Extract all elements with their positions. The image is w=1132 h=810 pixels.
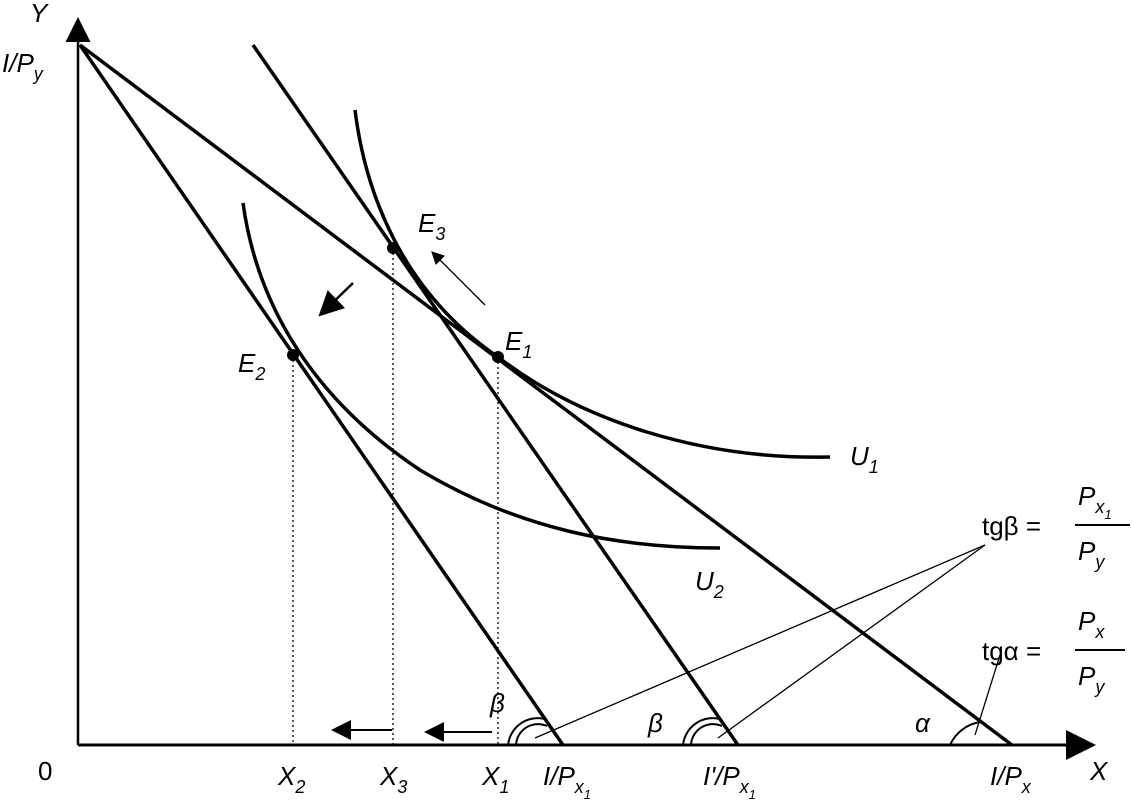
angle-label: β bbox=[647, 708, 663, 738]
formula: tgα = bbox=[982, 636, 1041, 666]
intercept-label-subsub: 1 bbox=[584, 787, 591, 802]
arrows bbox=[318, 251, 1130, 746]
formula: tgβ = bbox=[982, 511, 1041, 541]
quantity-label-sub: 2 bbox=[294, 777, 305, 797]
intercept-label-main: I/P bbox=[2, 48, 34, 78]
intercept-label: I/Px1 bbox=[543, 761, 591, 802]
point-label-main: E bbox=[505, 326, 523, 356]
formula-numerator-main: P bbox=[1078, 606, 1096, 636]
formula-numerator-sub: x bbox=[1094, 622, 1105, 642]
intercept-label-sub: x bbox=[574, 777, 585, 797]
quantity-label-main: X bbox=[481, 761, 501, 791]
origin-label: 0 bbox=[38, 756, 52, 786]
quantity-label: X1 bbox=[481, 761, 509, 797]
point-label-main: E bbox=[418, 208, 436, 238]
formula-numerator-sub: x bbox=[1094, 497, 1105, 517]
formula-denominator-sub: y bbox=[1093, 552, 1105, 572]
point-label-sub: 2 bbox=[254, 364, 265, 384]
quantity-label-sub: 3 bbox=[397, 777, 407, 797]
intercept-label-main: I/P bbox=[990, 761, 1022, 791]
point-label-sub: 3 bbox=[435, 224, 445, 244]
intercept-label-main: I/P bbox=[543, 761, 575, 791]
intercept-label-main: I'/P bbox=[703, 761, 740, 791]
intercept-label-subsub: 1 bbox=[749, 787, 756, 802]
point-label-sub: 1 bbox=[522, 342, 532, 362]
curve-label-main: U bbox=[695, 566, 714, 596]
angle-label: β bbox=[489, 688, 505, 718]
quantity-label-sub: 1 bbox=[499, 777, 509, 797]
quantity-label: X2 bbox=[277, 761, 305, 797]
curve-label: U2 bbox=[695, 566, 724, 602]
curve-label: U1 bbox=[850, 441, 879, 477]
formula-denominator-sub: y bbox=[1093, 677, 1105, 697]
formula-numerator: Px1 bbox=[1078, 481, 1112, 522]
intercept-label-sub: x bbox=[1021, 777, 1032, 797]
intercept-label: I'/Px1 bbox=[703, 761, 756, 802]
curve-label-main: U bbox=[850, 441, 869, 471]
formula-numerator: Px bbox=[1078, 606, 1105, 642]
curve-label-sub: 1 bbox=[869, 457, 879, 477]
quantity-label-main: X bbox=[379, 761, 399, 791]
formula-denominator: Py bbox=[1078, 661, 1105, 697]
intercept-label: I/Py bbox=[2, 48, 44, 84]
indifference-curves bbox=[241, 109, 831, 550]
axes bbox=[65, 17, 1096, 760]
intercept-label: I/Px bbox=[990, 761, 1032, 797]
formula-denominator-main: P bbox=[1078, 536, 1096, 566]
formula-denominator-main: P bbox=[1078, 661, 1096, 691]
point-label: E2 bbox=[238, 348, 265, 384]
angle-label: α bbox=[915, 708, 931, 738]
formula-numerator-main: P bbox=[1078, 481, 1096, 511]
point-label: E1 bbox=[505, 326, 532, 362]
intercept-label-sub: x bbox=[739, 777, 750, 797]
curve-label-sub: 2 bbox=[713, 582, 724, 602]
formula-numerator-subsub: 1 bbox=[1104, 507, 1111, 522]
formula-denominator: Py bbox=[1078, 536, 1105, 572]
intercept-label-sub: y bbox=[32, 64, 44, 84]
point-label: E3 bbox=[418, 208, 445, 244]
point-label-main: E bbox=[238, 348, 256, 378]
budget-lines bbox=[78, 43, 1014, 747]
guides bbox=[287, 242, 504, 745]
axis-label: Y bbox=[30, 0, 49, 28]
quantity-label-main: X bbox=[277, 761, 297, 791]
quantity-label: X3 bbox=[379, 761, 407, 797]
axis-label: X bbox=[1089, 756, 1109, 786]
